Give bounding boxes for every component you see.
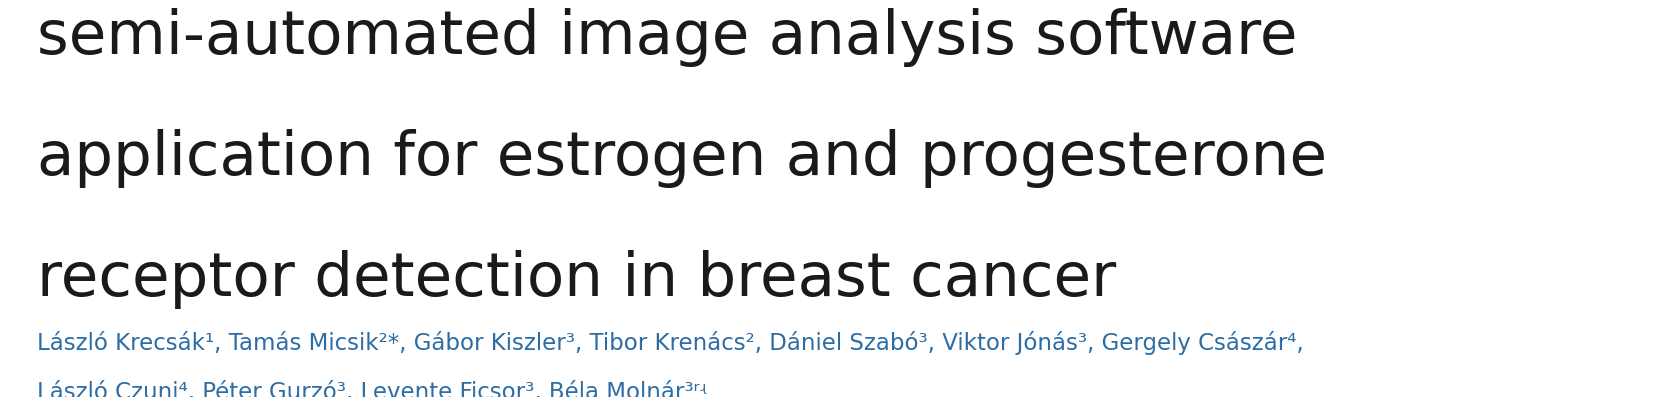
Text: application for estrogen and progesterone: application for estrogen and progesteron…: [37, 129, 1327, 188]
Text: László Krecsák¹, Tamás Micsik²*, Gábor Kiszler³, Tibor Krenács², Dániel Szabó³, : László Krecsák¹, Tamás Micsik²*, Gábor K…: [37, 331, 1304, 355]
Text: László Czuni⁴, Péter Gurzó³, Levente Ficsor³, Béla Molnár³ʳʵ: László Czuni⁴, Péter Gurzó³, Levente Fic…: [37, 381, 707, 397]
Text: semi-automated image analysis software: semi-automated image analysis software: [37, 8, 1297, 67]
Text: receptor detection in breast cancer: receptor detection in breast cancer: [37, 250, 1115, 309]
